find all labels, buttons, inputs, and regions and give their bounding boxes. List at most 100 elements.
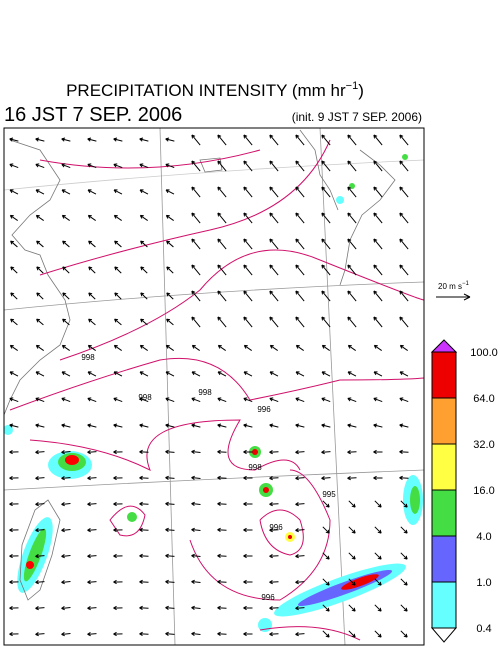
wind-vector <box>295 160 305 172</box>
contour-label: 998 <box>198 388 212 397</box>
wind-vector <box>321 397 331 403</box>
colorbar-label: 16.0 <box>473 485 494 497</box>
wind-vector <box>191 397 201 403</box>
wind-vector <box>139 605 149 611</box>
wind-vector <box>400 630 408 638</box>
wind-vector <box>348 578 356 586</box>
wind-vector <box>191 553 201 558</box>
wind-vector <box>321 290 331 302</box>
wind-vector <box>243 186 253 198</box>
wind-vector <box>348 500 356 508</box>
wind-vector <box>191 186 201 198</box>
graticule <box>4 128 424 645</box>
wind-vector <box>347 290 357 302</box>
wind-vector <box>321 160 331 172</box>
wind-vector <box>191 605 201 610</box>
wind-vector <box>295 186 305 198</box>
wind-vector <box>322 630 330 638</box>
wind-vector <box>269 605 279 611</box>
wind-vector <box>347 238 357 250</box>
wind-vector <box>9 371 19 377</box>
wind-vector <box>140 266 148 274</box>
wind-vector <box>243 212 253 224</box>
wind-vector <box>322 526 330 534</box>
wind-vector <box>269 553 279 559</box>
colorbar-segment <box>431 535 457 583</box>
wind-vector <box>165 579 175 584</box>
wind-vector <box>9 423 19 428</box>
vector-key-text: 20 m s <box>438 282 462 291</box>
init-time: (init. 9 JST 7 SEP. 2006) <box>292 110 422 124</box>
wind-vector <box>243 449 253 455</box>
wind-vector <box>399 449 409 455</box>
colorbar-label: 4.0 <box>476 531 491 543</box>
wind-vector <box>88 240 96 248</box>
wind-vector <box>9 163 19 169</box>
wind-vector <box>295 554 305 559</box>
wind-vector <box>399 371 409 377</box>
wind-vector <box>87 423 97 428</box>
wind-vector <box>139 527 149 533</box>
wind-vector <box>191 264 201 276</box>
wind-vector <box>217 527 227 533</box>
wind-vector <box>61 423 71 428</box>
wind-vector <box>217 423 227 428</box>
wind-vector <box>87 137 97 142</box>
wind-vector <box>114 292 122 300</box>
wind-vector <box>321 316 331 328</box>
wind-vector <box>243 579 253 585</box>
wind-vector <box>191 160 201 172</box>
wind-vector <box>61 214 70 221</box>
wind-vector <box>295 528 305 533</box>
wind-vector <box>87 397 97 403</box>
contour-labels: 998 998 998 996 998 995 996 996 <box>81 353 336 602</box>
wind-vector <box>217 579 227 585</box>
wind-vector <box>61 606 71 611</box>
wind-vector <box>87 189 97 195</box>
wind-vector <box>113 214 122 221</box>
colorbar-segment <box>431 489 457 537</box>
wind-vector <box>87 371 97 377</box>
wind-vector <box>113 501 123 507</box>
wind-vector <box>373 160 383 172</box>
wind-vector <box>217 160 227 172</box>
wind-vector <box>347 475 357 481</box>
wind-vector <box>191 631 201 636</box>
wind-vector <box>269 397 279 403</box>
wind-vector <box>113 475 123 481</box>
wind-vector <box>373 186 383 198</box>
wind-vector <box>217 475 227 481</box>
wind-vector <box>374 578 382 586</box>
wind-vector <box>295 397 305 403</box>
wind-vector <box>347 186 357 198</box>
wind-vector <box>243 605 253 611</box>
wind-vector <box>373 238 383 250</box>
wind-vector <box>295 502 305 507</box>
wind-vector <box>139 214 148 221</box>
wind-vector <box>217 134 227 146</box>
title-text: PRECIPITATION INTENSITY (mm hr <box>66 81 346 100</box>
wind-vector <box>295 423 305 428</box>
wind-vector <box>61 476 71 481</box>
wind-vector <box>243 134 253 146</box>
wind-vector <box>61 371 71 377</box>
wind-vector <box>269 186 279 198</box>
wind-vector <box>9 579 19 585</box>
wind-vector <box>10 318 18 326</box>
valid-time: 16 JST 7 SEP. 2006 <box>4 104 182 126</box>
wind-vector <box>35 423 45 428</box>
wind-vector <box>243 290 253 302</box>
wind-vector <box>35 344 44 351</box>
wind-vector <box>373 475 383 481</box>
wind-vector <box>269 238 279 250</box>
wind-vector <box>166 292 174 300</box>
wind-vector <box>87 554 97 559</box>
wind-vector <box>269 475 279 481</box>
wind-vector <box>139 631 149 637</box>
wind-vector <box>295 316 305 328</box>
wind-vector <box>399 212 409 224</box>
wind-vector <box>113 605 123 611</box>
wind-vector <box>269 449 279 455</box>
wind-vector <box>10 292 18 300</box>
wind-vector <box>62 266 70 274</box>
